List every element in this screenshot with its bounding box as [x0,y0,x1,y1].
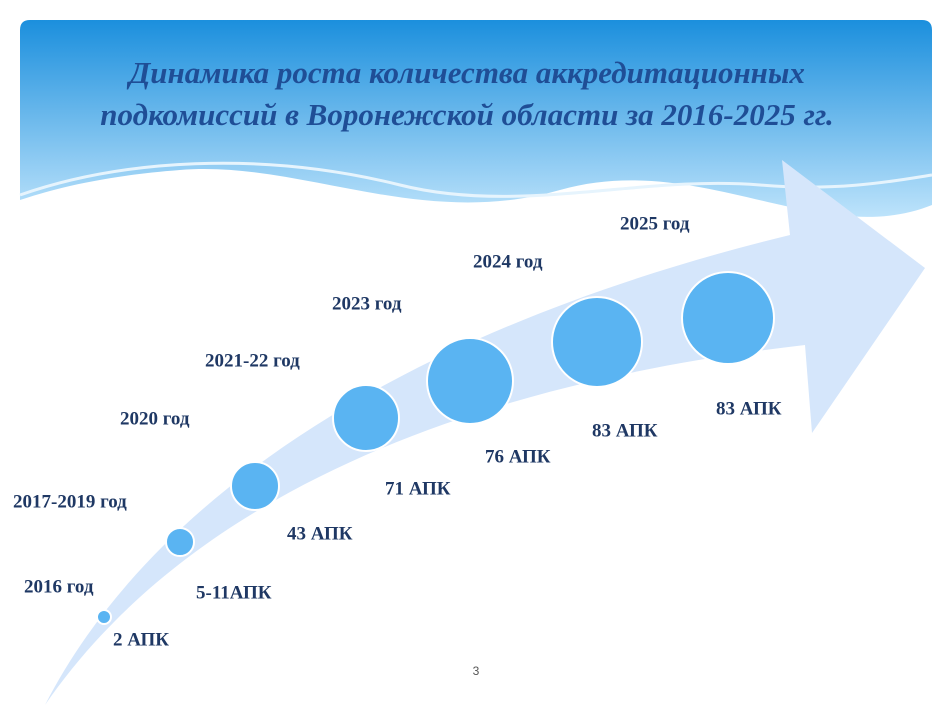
step-circle [332,384,400,452]
count-label: 83 АПК [716,398,782,419]
count-label: 83 АПК [592,420,658,441]
year-label: 2017-2019 год [13,491,127,512]
year-label: 2025 год [620,213,690,234]
step-circle [96,609,112,625]
year-label: 2020 год [120,408,190,429]
step-circle [165,527,195,557]
year-label: 2016 год [24,576,94,597]
growth-arrow [45,160,925,705]
page-number: 3 [473,664,480,678]
step-circle [681,271,775,365]
year-label: 2024 год [473,251,543,272]
step-circle [551,296,643,388]
title-line: Динамика роста количества аккредитационн… [126,55,805,90]
year-label: 2021-22 год [205,350,300,371]
step-circle [230,461,280,511]
count-label: 76 АПК [485,446,551,467]
count-label: 71 АПК [385,478,451,499]
year-label: 2023 год [332,293,402,314]
header-wave [19,161,933,198]
count-label: 5-11АПК [196,582,272,603]
count-label: 2 АПК [113,629,169,650]
title-line: подкомиссий в Воронежской области за 201… [100,97,833,132]
step-circle [426,337,514,425]
header-background [20,20,932,217]
steps: 2016 год 2 АПК 2017-2019 год 5-11АПК 2020 го… [13,213,782,650]
count-label: 43 АПК [287,523,353,544]
